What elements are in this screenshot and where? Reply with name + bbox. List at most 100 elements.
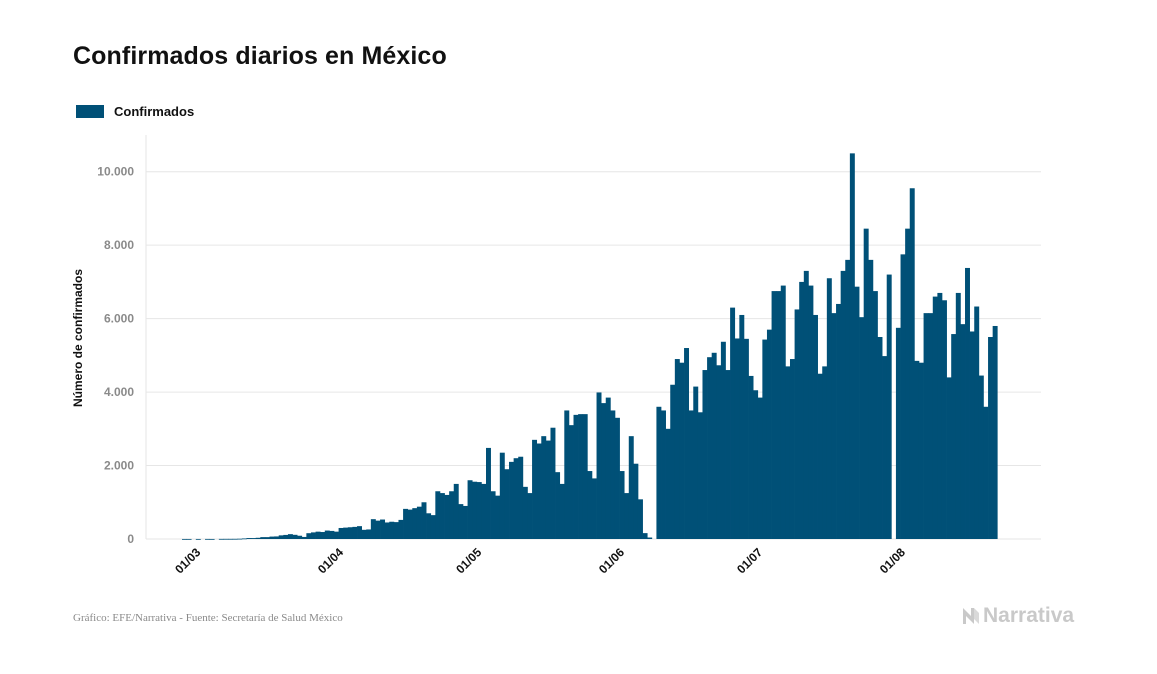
bar [347,527,353,539]
bar [338,527,344,539]
bar [656,406,662,539]
bar [232,538,238,540]
x-tick-label: 01/07 [734,545,765,576]
bar [398,519,404,539]
bar [707,357,713,539]
bar [375,520,381,539]
bar [859,317,865,539]
bar [532,439,538,539]
bar [753,390,759,539]
bar [725,370,731,539]
bar [978,375,984,539]
x-tick-label: 01/08 [877,545,908,576]
bar [702,370,708,539]
bar [315,531,321,539]
bar [633,463,639,539]
bar [522,486,528,539]
bar [366,529,372,539]
x-tick-label: 01/04 [315,545,346,576]
bar [329,530,335,539]
bar [637,499,643,539]
bar [969,331,975,539]
bar [481,483,487,539]
bar [928,313,934,539]
bar [628,436,634,539]
y-tick-label: 4.000 [104,385,134,399]
bar [416,506,422,539]
bar [914,360,920,539]
n-logo-icon [963,608,979,624]
bar [559,483,565,539]
bar [877,337,883,539]
bar [670,384,676,539]
bar [518,456,524,539]
bar [813,314,818,539]
legend-label-confirmados: Confirmados [114,104,195,119]
bar [596,392,602,539]
bar [854,286,860,539]
bar [697,412,703,539]
grid-lines [145,135,1041,540]
bar [439,493,445,539]
bar [799,281,805,539]
bar [550,427,556,539]
bar [449,491,455,539]
bar [195,538,201,540]
bar [237,538,243,540]
bar [734,338,740,539]
bar [393,522,399,539]
bar [720,341,726,539]
y-tick-label: 10.000 [97,165,134,179]
source-credit: Gráfico: EFE/Narrativa - Fuente: Secreta… [73,612,343,624]
bar [965,267,970,539]
bar [444,494,450,539]
bar [840,270,846,539]
bar [849,153,855,540]
bar [794,309,800,539]
bar [988,337,994,539]
bar [357,526,362,539]
bar [730,307,736,539]
bar [426,513,432,539]
bar [614,417,620,539]
bar [647,537,653,539]
bar [711,352,717,539]
bar [845,259,851,539]
bar [536,443,542,539]
bar [568,425,574,539]
bar [661,410,666,539]
bar [462,505,468,539]
y-tick-label: 6.000 [104,312,134,326]
bar [301,536,307,539]
bar [941,300,947,539]
bar [863,228,869,539]
bar [776,291,782,539]
bar [605,397,611,539]
bar [292,534,298,539]
bar [872,291,878,539]
bar [974,306,980,539]
bar [960,324,966,539]
bar [564,410,570,539]
bar [251,538,257,539]
bar [757,397,763,539]
bar [909,188,915,539]
bar [946,377,952,539]
bar [403,508,409,539]
bar [264,537,270,539]
bar [923,313,929,539]
bar [412,508,418,539]
bar [739,314,745,539]
bar [937,292,943,539]
bar [817,373,823,539]
bar [182,538,187,540]
bar [255,537,261,539]
bar [951,334,957,539]
bar [490,491,496,539]
bar [421,502,427,539]
bar [591,478,597,539]
legend-swatch-confirmados [76,105,104,118]
y-tick-label: 2.000 [104,459,134,473]
bar [384,522,390,539]
